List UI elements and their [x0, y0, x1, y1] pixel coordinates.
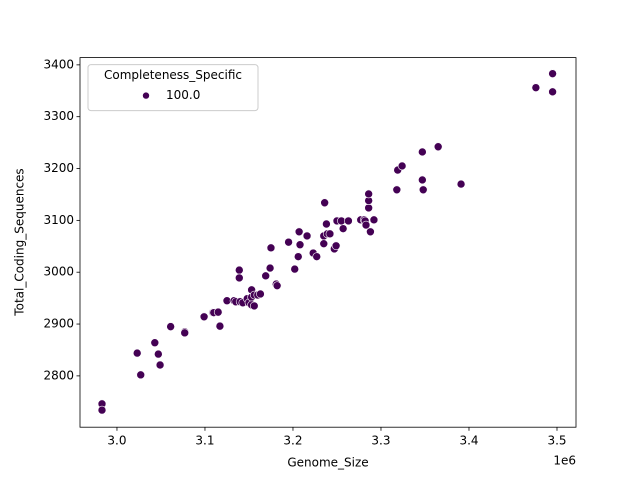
point — [295, 240, 305, 250]
point — [199, 312, 209, 322]
point — [366, 227, 375, 237]
point — [234, 273, 244, 283]
point — [319, 239, 329, 248]
point — [234, 265, 244, 275]
point — [294, 227, 304, 237]
point — [132, 348, 142, 358]
x-tick-label: 3.0 — [107, 434, 126, 448]
point — [180, 328, 190, 338]
point — [256, 289, 265, 299]
point — [338, 224, 348, 233]
point — [249, 301, 259, 311]
x-tick-label: 3.5 — [547, 434, 566, 448]
point — [293, 252, 303, 261]
point — [302, 231, 312, 241]
y-tick-label: 2800 — [43, 368, 74, 382]
point — [213, 307, 223, 317]
point — [312, 252, 322, 261]
legend-marker — [142, 91, 150, 100]
point — [397, 161, 407, 171]
point — [261, 271, 270, 281]
y-tick-label: 3200 — [43, 161, 74, 175]
point — [331, 241, 341, 251]
x-axis-label: Genome_Size — [287, 456, 368, 470]
y-tick-label: 3000 — [43, 265, 74, 279]
point — [272, 281, 282, 290]
point — [322, 219, 331, 229]
x-tick-label: 3.2 — [283, 434, 302, 448]
point — [215, 321, 225, 331]
point — [418, 185, 428, 195]
point — [548, 87, 557, 97]
point — [97, 405, 107, 415]
point — [155, 360, 165, 370]
x-tick-label: 3.4 — [459, 434, 478, 448]
point — [290, 264, 300, 274]
point — [531, 83, 541, 92]
point — [548, 69, 557, 78]
point — [456, 179, 466, 189]
point — [433, 142, 443, 152]
y-tick-label: 3300 — [43, 109, 74, 123]
legend-label: 100.0 — [166, 88, 200, 102]
legend-box — [87, 64, 259, 112]
point — [418, 175, 427, 185]
point — [154, 349, 163, 359]
y-axis-label: Total_Coding_Sequences — [13, 168, 27, 316]
x-offset-label: 1e6 — [553, 454, 576, 468]
point — [392, 185, 402, 195]
point — [344, 216, 353, 226]
plot-frame — [79, 57, 577, 428]
point — [364, 203, 373, 213]
point — [284, 237, 293, 247]
point — [361, 220, 371, 230]
y-tick-label: 3100 — [43, 213, 74, 227]
point — [325, 229, 335, 239]
point — [150, 338, 160, 348]
point — [369, 215, 379, 225]
point — [266, 243, 276, 253]
y-tick-label: 3400 — [43, 57, 74, 71]
point — [320, 198, 329, 208]
point — [166, 322, 175, 331]
x-tick-label: 3.1 — [195, 434, 214, 448]
point — [364, 189, 373, 199]
point — [136, 370, 146, 380]
point — [418, 147, 427, 157]
x-tick-label: 3.3 — [371, 434, 390, 448]
y-tick-label: 2900 — [43, 317, 74, 331]
legend-title: Completeness_Specific — [104, 68, 242, 82]
point — [265, 263, 275, 273]
